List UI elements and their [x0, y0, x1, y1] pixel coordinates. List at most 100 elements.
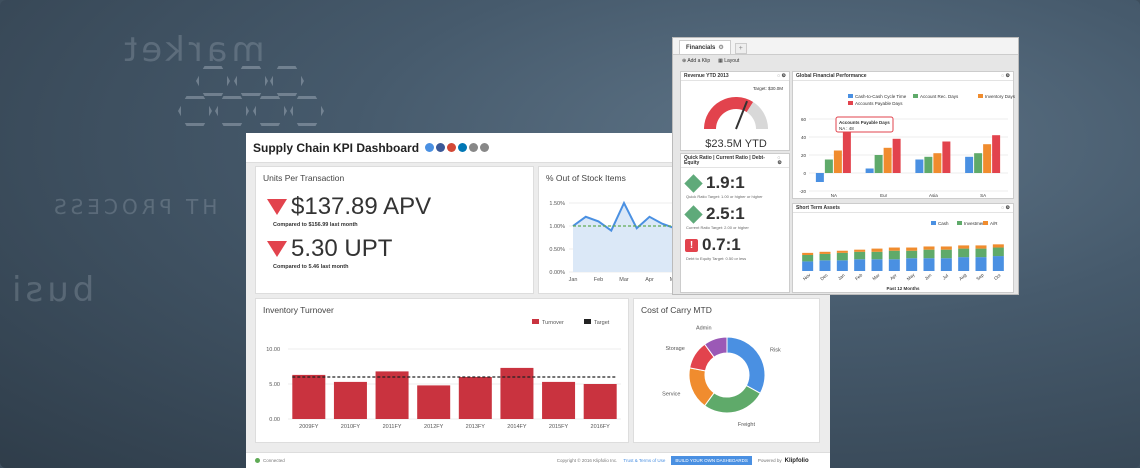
card-title: Revenue YTD 2013: [684, 73, 729, 79]
y-tick-label: -20: [799, 189, 806, 194]
bar: [833, 150, 842, 173]
apv-compare: Compared to $156.99 last month: [273, 222, 358, 228]
x-tick-label: Asia: [929, 193, 938, 198]
legend-label: Investments: [964, 221, 989, 226]
link-icon[interactable]: [480, 143, 490, 152]
hex-decor: [234, 66, 268, 96]
upt-compare: Compared to 5.46 last month: [273, 264, 349, 270]
debt-equity-target: Debt to Equity Target: 0.50 or less: [686, 256, 747, 261]
series-line: [572, 200, 676, 233]
tab-settings-icon[interactable]: ⚙: [718, 45, 724, 51]
stacked-bar-segment: [923, 258, 935, 271]
twitter-icon[interactable]: [425, 143, 435, 152]
terms-link[interactable]: Trust & Terms of Use: [623, 458, 666, 463]
stacked-bar-segment: [958, 248, 970, 258]
gauge-value-arc: [704, 97, 754, 129]
out-of-stock-card: % Out of Stock Items 1.50% 1.00% 0.50% 0.00…: [538, 166, 679, 294]
card-title: Units Per Transaction: [263, 173, 345, 183]
build-dashboards-button[interactable]: BUILD YOUR OWN DASHBOARDS: [671, 456, 752, 465]
bar: [924, 156, 933, 173]
slice-label: Admin: [696, 325, 712, 331]
x-tick-label: Apr: [889, 272, 898, 281]
y-tick-label: 0.00%: [549, 270, 565, 276]
card-title: Global Financial Performance: [796, 73, 867, 79]
stacked-bar-segment: [836, 260, 848, 271]
stacked-bar-segment: [854, 249, 866, 252]
tab-bar: Financials ⚙ +: [673, 38, 1018, 55]
card-menu-icon[interactable]: ◌ ⚙: [777, 155, 782, 166]
x-tick-label: Sep: [975, 272, 985, 281]
card-menu-icon[interactable]: ◌ ⚙: [1001, 73, 1010, 79]
card-menu-icon[interactable]: ◌ ⚙: [777, 73, 786, 79]
facebook-icon[interactable]: [436, 143, 446, 152]
linkedin-icon[interactable]: [458, 143, 468, 152]
stacked-bar-segment: [958, 257, 970, 271]
add-tab-button[interactable]: +: [734, 43, 747, 54]
x-tick-label: Eur: [880, 193, 888, 198]
stacked-bar-segment: [802, 255, 814, 262]
stacked-bar-segment: [923, 246, 935, 250]
global-financial-card: Global Financial Performance ◌ ⚙ 60 40 20 0 -…: [792, 71, 1016, 199]
upt-value: 5.30 UPT: [291, 235, 393, 262]
y-tick-label: 0.00: [269, 417, 280, 423]
klipfolio-logo[interactable]: Klipfolio: [784, 457, 809, 464]
apv-value: $137.89 APV: [291, 193, 432, 220]
tooltip-title: Accounts Payable Days: [839, 120, 890, 125]
card-title: Quick Ratio | Current Ratio | Debt-Equit…: [684, 155, 765, 166]
share-icons: [425, 143, 490, 152]
card-title: Cost of Carry MTD: [641, 305, 712, 315]
donut-slice: [703, 384, 761, 414]
bar: [915, 159, 924, 173]
debt-equity-value: 0.7:1: [702, 235, 741, 254]
dashboard-footer: Connected Copyright © 2016 Klipfolio Inc…: [246, 452, 830, 468]
inventory-turnover-card: Inventory Turnover 10.00 5.00 0.00 Turnover…: [255, 298, 629, 443]
bar: [933, 153, 942, 173]
bar: [983, 144, 992, 173]
short-term-assets-card: Short Term Assets ◌ ⚙ Cash Investments A/R N…: [792, 203, 1014, 293]
stacked-bar-segment: [871, 248, 883, 252]
stacked-bar-segment: [906, 247, 918, 251]
layout-button[interactable]: ▦ Layout: [718, 57, 740, 64]
good-diamond-icon: [684, 204, 703, 224]
bar: [874, 155, 883, 173]
legend-swatch: [957, 221, 962, 225]
copyright: Copyright © 2016 Klipfolio Inc.: [556, 458, 618, 463]
legend-label: Cash-to-Cash Cycle Time: [855, 94, 907, 99]
stacked-bar-segment: [819, 260, 831, 271]
bar: [500, 367, 534, 419]
card-title: % Out of Stock Items: [546, 173, 626, 183]
y-tick-label: 1.00%: [549, 224, 565, 230]
google-plus-icon[interactable]: [447, 143, 457, 152]
legend-swatch: [848, 101, 853, 105]
x-tick-label: NA: [831, 193, 837, 198]
cost-of-carry-chart: Risk Freight Service Storage Admin: [662, 325, 781, 428]
revenue-gauge: Target: $30.0M $23.5M YTD: [704, 86, 783, 150]
email-icon[interactable]: [469, 143, 479, 152]
x-tick-label: Feb: [594, 277, 603, 283]
card-menu-icon[interactable]: ◌ ⚙: [1001, 205, 1010, 211]
status-dot-icon: [255, 458, 260, 463]
stacked-bar-segment: [854, 251, 866, 260]
bar: [333, 381, 367, 419]
stacked-bar-segment: [802, 252, 814, 255]
x-tick-label: Dec: [819, 272, 829, 281]
legend-swatch: [931, 221, 936, 225]
bar: [458, 377, 492, 419]
slice-label: Service: [662, 391, 680, 397]
connection-status: Connected: [263, 458, 285, 463]
units-per-transaction-card: Units Per Transaction $137.89 APV Compar…: [255, 166, 534, 294]
ratios-card: Quick Ratio | Current Ratio | Debt-Equit…: [680, 153, 790, 293]
tab-financials[interactable]: Financials ⚙: [679, 40, 731, 54]
legend-label: Inventory Days: [985, 94, 1015, 99]
x-tick-label: 2012FY: [424, 424, 444, 430]
tooltip-value: NA : 48: [839, 126, 854, 131]
legend-swatch: [983, 221, 988, 225]
hex-decor: [178, 96, 212, 126]
slice-label: Freight: [738, 422, 756, 428]
line-area: [573, 203, 675, 272]
tooltip-box: [835, 116, 894, 133]
x-tick-label: Oct: [993, 272, 1002, 281]
add-klip-button[interactable]: ⊕ Add a Klip: [682, 57, 711, 64]
stacked-bar-segment: [992, 244, 1004, 248]
